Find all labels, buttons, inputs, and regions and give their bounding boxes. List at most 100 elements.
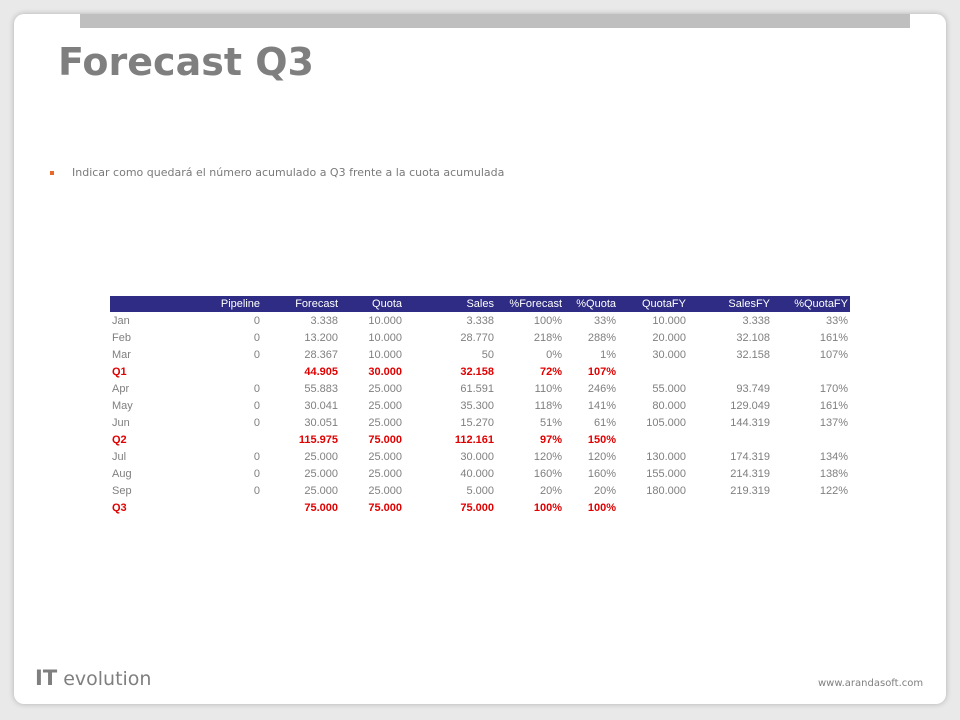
table-cell: 5.000 bbox=[466, 484, 494, 497]
header-cell-sales: Sales bbox=[404, 296, 496, 312]
table-summary-row: Q2 115.975 75.000 112.161 97% 150% bbox=[110, 431, 850, 448]
table-cell: 20.000 bbox=[652, 331, 686, 344]
table-cell: 130.000 bbox=[646, 450, 686, 463]
table-cell: 174.319 bbox=[730, 450, 770, 463]
table-cell: 129.049 bbox=[730, 399, 770, 412]
table-cell bbox=[688, 499, 772, 516]
table-cell: 20% bbox=[539, 484, 562, 497]
table-cell: 219.319 bbox=[730, 484, 770, 497]
table-cell: 30.000 bbox=[368, 365, 402, 378]
table-cell: 75.000 bbox=[368, 433, 402, 446]
row-label: Jun bbox=[112, 416, 130, 429]
table-row: Sep 0 25.000 25.000 5.000 20% 20% 180.000 219.31… bbox=[110, 482, 850, 499]
table-cell bbox=[144, 431, 262, 448]
header-cell-blank bbox=[110, 296, 144, 312]
table-cell: 110% bbox=[534, 382, 562, 395]
table-cell: 61.591 bbox=[460, 382, 494, 395]
table-cell: 80.000 bbox=[652, 399, 686, 412]
table-cell: 0 bbox=[253, 467, 260, 480]
table-cell: 10.000 bbox=[652, 314, 686, 327]
table-summary-row: Q1 44.905 30.000 32.158 72% 107% bbox=[110, 363, 850, 380]
table-cell: 55.883 bbox=[304, 382, 338, 395]
header-cell-forecast: Forecast bbox=[262, 296, 340, 312]
table-cell: 30.041 bbox=[304, 399, 338, 412]
table-cell: 3.338 bbox=[466, 314, 494, 327]
table-cell: 97% bbox=[539, 433, 562, 446]
table-cell: 25.000 bbox=[304, 484, 338, 497]
table-cell: 137% bbox=[819, 416, 848, 429]
logo-bold-text: IT bbox=[35, 666, 58, 690]
table-cell bbox=[144, 363, 262, 380]
table-cell bbox=[688, 431, 772, 448]
table-cell: 75.000 bbox=[304, 501, 338, 514]
header-cell-quota: Quota bbox=[340, 296, 404, 312]
table-cell bbox=[772, 363, 850, 380]
table-row: Feb 0 13.200 10.000 28.770 218% 288% 20.000 32.1… bbox=[110, 329, 850, 346]
table-cell: 25.000 bbox=[368, 399, 402, 412]
it-evolution-logo: IT evolution bbox=[35, 666, 151, 690]
table-cell: 30.000 bbox=[652, 348, 686, 361]
table-cell: 3.338 bbox=[742, 314, 770, 327]
row-label: Jul bbox=[112, 450, 127, 463]
header-cell-pipeline: Pipeline bbox=[144, 296, 262, 312]
table-cell bbox=[618, 363, 688, 380]
table-cell: 25.000 bbox=[368, 416, 402, 429]
table-row: Apr 0 55.883 25.000 61.591 110% 246% 55.000 93.7… bbox=[110, 380, 850, 397]
table-cell: 0 bbox=[253, 331, 260, 344]
table-cell: 218% bbox=[533, 331, 562, 344]
table-cell: 170% bbox=[819, 382, 848, 395]
header-cell-pct-quota-fy: %QuotaFY bbox=[772, 296, 850, 312]
table-cell: 13.200 bbox=[304, 331, 338, 344]
table-cell: 122% bbox=[819, 484, 848, 497]
table-cell: 155.000 bbox=[646, 467, 686, 480]
table-cell: 44.905 bbox=[304, 365, 338, 378]
table-cell: 107% bbox=[587, 365, 616, 378]
table-cell bbox=[144, 499, 262, 516]
bullet-item: Indicar como quedará el número acumulado… bbox=[50, 166, 504, 179]
row-label: Mar bbox=[112, 348, 131, 361]
table-cell: 33% bbox=[593, 314, 616, 327]
table-cell: 161% bbox=[819, 399, 848, 412]
table-cell: 25.000 bbox=[304, 450, 338, 463]
table-cell: 141% bbox=[587, 399, 616, 412]
table-cell: 0% bbox=[546, 348, 562, 361]
table-body: Jan 0 3.338 10.000 3.338 100% 33% 10.000 3.338 33… bbox=[110, 312, 850, 516]
table-cell: 10.000 bbox=[368, 331, 402, 344]
table-cell: 30.000 bbox=[460, 450, 494, 463]
table-row: May 0 30.041 25.000 35.300 118% 141% 80.000 129.… bbox=[110, 397, 850, 414]
bullet-text: Indicar como quedará el número acumulado… bbox=[72, 166, 505, 179]
table-cell: 25.000 bbox=[368, 450, 402, 463]
table-cell: 0 bbox=[253, 484, 260, 497]
table-cell: 138% bbox=[819, 467, 848, 480]
header-cell-sales-fy: SalesFY bbox=[688, 296, 772, 312]
header-cell-quota-fy: QuotaFY bbox=[618, 296, 688, 312]
table-cell: 0 bbox=[253, 450, 260, 463]
table-cell: 134% bbox=[819, 450, 848, 463]
table-cell: 214.319 bbox=[730, 467, 770, 480]
forecast-table: Pipeline Forecast Quota Sales %Forecast … bbox=[110, 296, 850, 516]
table-cell: 0 bbox=[253, 416, 260, 429]
table-cell: 50 bbox=[481, 348, 494, 361]
header-cell-pct-quota: %Quota bbox=[564, 296, 618, 312]
table-cell: 32.158 bbox=[460, 365, 494, 378]
table-row: Jul 0 25.000 25.000 30.000 120% 120% 130.000 174… bbox=[110, 448, 850, 465]
table-row: Mar 0 28.367 10.000 50 0% 1% 30.000 32.158 107% bbox=[110, 346, 850, 363]
table-summary-row: Q3 75.000 75.000 75.000 100% 100% bbox=[110, 499, 850, 516]
row-label: May bbox=[112, 399, 133, 412]
table-cell bbox=[772, 499, 850, 516]
table-cell bbox=[618, 431, 688, 448]
logo-text: evolution bbox=[63, 668, 152, 690]
table-cell: 100% bbox=[587, 501, 616, 514]
table-cell: 100% bbox=[533, 501, 562, 514]
table-cell: 161% bbox=[819, 331, 848, 344]
table-cell: 10.000 bbox=[368, 314, 402, 327]
table-cell: 120% bbox=[533, 450, 562, 463]
table-cell bbox=[688, 363, 772, 380]
table-cell: 180.000 bbox=[646, 484, 686, 497]
table-row: Aug 0 25.000 25.000 40.000 160% 160% 155.000 214… bbox=[110, 465, 850, 482]
row-label: Feb bbox=[112, 331, 131, 344]
table-cell: 35.300 bbox=[460, 399, 494, 412]
table-cell: 105.000 bbox=[646, 416, 686, 429]
row-label: Sep bbox=[112, 484, 132, 497]
table-row: Jan 0 3.338 10.000 3.338 100% 33% 10.000 3.338 33… bbox=[110, 312, 850, 329]
